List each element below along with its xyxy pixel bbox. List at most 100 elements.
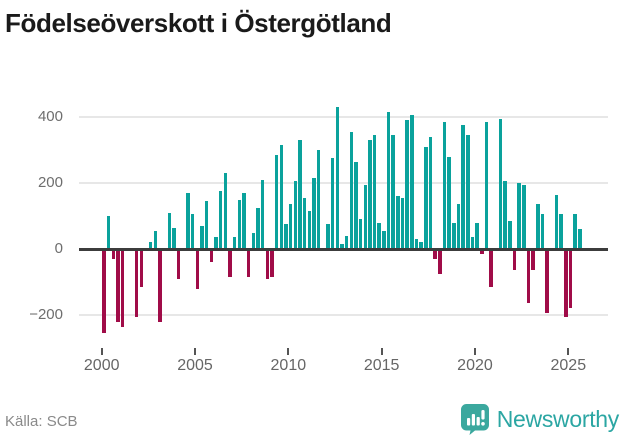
bar-2006-q2 <box>218 191 223 249</box>
bar-2001-q4 <box>134 249 139 317</box>
bar-2004-q1 <box>176 249 181 279</box>
bar-2015-q2 <box>386 112 391 249</box>
bar-2021-q2 <box>498 118 503 249</box>
bar-2002-q1 <box>139 249 144 287</box>
bar-2023-q2 <box>536 204 540 249</box>
bar-2014-q2 <box>368 140 372 249</box>
newsworthy-chart-bubble-icon <box>460 404 489 435</box>
bar-2025-q1 <box>568 249 573 309</box>
bar-2001-q1 <box>120 249 125 327</box>
bar-2007-q2 <box>237 199 242 249</box>
x-axis-label: 2005 <box>177 357 213 374</box>
bar-2005-q2 <box>200 225 204 249</box>
bar-2021-q3 <box>503 181 508 249</box>
y-axis-label: 0 <box>54 240 63 257</box>
bar-2000-q4 <box>116 249 120 322</box>
bar-2006-q3 <box>223 173 228 249</box>
bar-2005-q1 <box>195 249 200 289</box>
x-axis-tick-2010 <box>287 348 290 355</box>
bar-2012-q4 <box>340 244 344 249</box>
bar-2022-q4 <box>526 249 531 304</box>
bar-2019-q4 <box>470 237 475 249</box>
bar-2003-q3 <box>167 212 172 249</box>
bar-2014-q4 <box>377 222 382 249</box>
bar-2019-q3 <box>466 135 470 249</box>
bar-2007-q1 <box>232 237 237 249</box>
bar-2012-q1 <box>326 224 330 249</box>
bar-2016-q3 <box>410 115 414 249</box>
bar-2005-q3 <box>204 201 209 249</box>
bar-2020-q1 <box>475 222 480 249</box>
bar-2017-q4 <box>433 249 438 259</box>
y-axis-label: 200 <box>37 174 63 191</box>
bar-2025-q2 <box>573 214 578 249</box>
bar-2020-q2 <box>480 249 484 254</box>
bar-2016-q2 <box>405 120 410 249</box>
bar-2021-q4 <box>508 220 512 249</box>
bar-2014-q3 <box>372 135 377 249</box>
bar-2013-q1 <box>344 235 349 249</box>
bar-2011-q2 <box>312 178 316 249</box>
y-axis-label: 400 <box>37 108 63 125</box>
bar-2022-q2 <box>517 183 522 249</box>
bar-2018-q4 <box>452 222 456 249</box>
zero-axis-line <box>79 247 608 251</box>
x-axis-label: 2020 <box>457 357 493 374</box>
bar-2016-q4 <box>414 239 419 249</box>
x-axis-label: 2015 <box>363 357 400 374</box>
brand-name: Newsworthy <box>496 406 620 432</box>
bar-2008-q1 <box>251 232 256 249</box>
x-axis-label: 2010 <box>270 357 307 374</box>
bar-2020-q3 <box>484 121 489 249</box>
bar-2009-q1 <box>270 249 274 278</box>
bar-2008-q3 <box>260 179 265 249</box>
bar-2013-q2 <box>349 131 354 249</box>
bar-2006-q4 <box>228 249 232 278</box>
bar-2010-q1 <box>288 204 293 249</box>
bar-2024-q2 <box>554 194 559 249</box>
bar-2000-q3 <box>111 249 116 259</box>
bar-2012-q3 <box>335 107 340 249</box>
x-axis-label: 2025 <box>550 357 587 374</box>
bar-2015-q4 <box>396 196 400 249</box>
bar-2010-q4 <box>302 197 307 249</box>
brand-logo: Newsworthy <box>460 404 620 435</box>
bar-2017-q2 <box>424 146 428 249</box>
x-axis-tick-2015 <box>380 348 383 355</box>
bar-2009-q2 <box>274 154 279 249</box>
bar-2003-q4 <box>172 227 176 249</box>
bar-2009-q4 <box>284 224 288 249</box>
bar-2013-q4 <box>358 219 363 249</box>
gridline-400 <box>79 116 608 118</box>
bar-2013-q3 <box>354 161 358 249</box>
bar-2017-q3 <box>428 136 433 249</box>
bar-2022-q1 <box>512 249 517 271</box>
bar-2020-q4 <box>489 249 494 287</box>
bar-2019-q1 <box>456 204 461 249</box>
bar-2023-q3 <box>540 214 545 249</box>
bar-2023-q4 <box>545 249 550 314</box>
x-axis-tick-2025 <box>567 348 570 355</box>
bar-2025-q3 <box>578 229 582 249</box>
bar-2004-q4 <box>190 214 195 249</box>
bar-2011-q3 <box>316 150 321 249</box>
bar-2024-q4 <box>564 249 568 317</box>
bar-2019-q2 <box>461 125 466 249</box>
bar-2018-q3 <box>447 156 452 249</box>
y-axis-label: −200 <box>29 306 63 323</box>
bar-2008-q2 <box>256 207 260 249</box>
x-axis-label: 2000 <box>83 357 120 374</box>
x-axis-tick-2005 <box>194 348 197 355</box>
bar-2010-q2 <box>293 181 298 249</box>
bar-2016-q1 <box>400 197 405 249</box>
bar-2006-q1 <box>214 237 218 249</box>
gridline--200 <box>79 314 608 316</box>
bar-2011-q1 <box>307 211 312 249</box>
bar-2003-q1 <box>158 249 162 322</box>
bar-2009-q3 <box>279 145 284 249</box>
bar-2014-q1 <box>363 184 368 249</box>
bar-2015-q3 <box>391 135 396 249</box>
bar-2005-q4 <box>209 249 214 263</box>
